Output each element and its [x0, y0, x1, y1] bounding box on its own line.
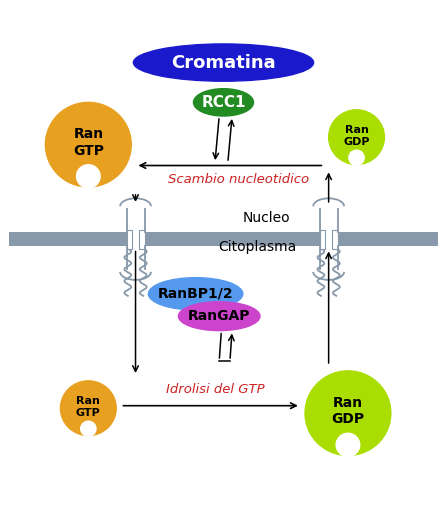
FancyBboxPatch shape: [9, 232, 438, 246]
FancyBboxPatch shape: [320, 232, 337, 247]
Ellipse shape: [148, 278, 243, 310]
Text: Scambio nucleotidico: Scambio nucleotidico: [168, 173, 309, 186]
FancyBboxPatch shape: [127, 232, 144, 247]
Text: Ran
GDP: Ran GDP: [331, 396, 364, 426]
FancyBboxPatch shape: [127, 229, 132, 249]
Text: Ran
GTP: Ran GTP: [73, 127, 104, 157]
Text: Ran
GTP: Ran GTP: [76, 396, 101, 418]
Ellipse shape: [349, 150, 364, 165]
FancyBboxPatch shape: [320, 229, 325, 249]
Ellipse shape: [329, 110, 384, 165]
Text: Idrolisi del GTP: Idrolisi del GTP: [165, 383, 264, 396]
Ellipse shape: [133, 44, 314, 81]
Text: Citoplasma: Citoplasma: [219, 239, 297, 254]
Ellipse shape: [80, 421, 96, 436]
Text: Nucleo: Nucleo: [243, 211, 290, 225]
Ellipse shape: [336, 433, 360, 456]
Ellipse shape: [194, 89, 253, 116]
Text: RCC1: RCC1: [201, 95, 246, 110]
FancyBboxPatch shape: [332, 229, 337, 249]
Ellipse shape: [46, 103, 131, 187]
Ellipse shape: [76, 165, 100, 188]
Text: RanBP1/2: RanBP1/2: [158, 287, 233, 301]
Ellipse shape: [305, 371, 391, 455]
Ellipse shape: [178, 302, 260, 330]
Text: Cromatina: Cromatina: [171, 53, 276, 71]
Text: Ran
GDP: Ran GDP: [343, 125, 370, 147]
FancyBboxPatch shape: [139, 229, 144, 249]
Ellipse shape: [60, 381, 116, 436]
Text: RanGAP: RanGAP: [188, 309, 250, 323]
